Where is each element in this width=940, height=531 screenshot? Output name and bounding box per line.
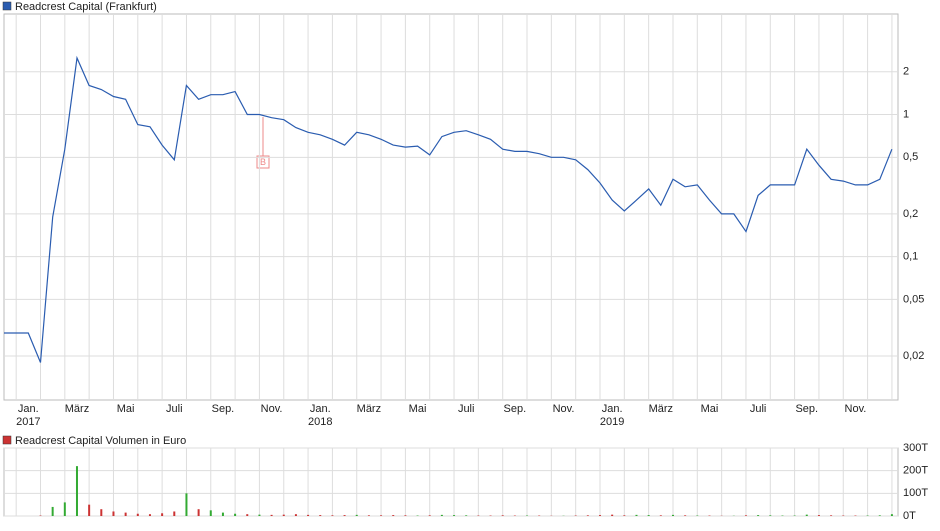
volume-bar <box>198 509 200 516</box>
y-tick-label: 0,5 <box>903 151 918 163</box>
volume-bar <box>112 511 114 516</box>
x-tick-label: Mai <box>701 403 719 415</box>
y-tick-label: 0,05 <box>903 293 924 305</box>
volume-bar <box>344 515 346 516</box>
y-tick-label: 200T <box>903 465 928 477</box>
x-tick-label: Sep. <box>504 403 527 415</box>
volume-bar <box>137 514 139 516</box>
legend-label: Readcrest Capital Volumen in Euro <box>15 435 186 447</box>
y-tick-label: 0T <box>903 510 916 522</box>
y-tick-label: 0,02 <box>903 350 924 362</box>
x-tick-label: Jan. <box>310 403 331 415</box>
x-tick-label: Jan. <box>18 403 39 415</box>
volume-bar <box>769 515 771 516</box>
x-tick-label: Nov. <box>845 403 867 415</box>
volume-bar <box>599 515 601 516</box>
x-tick-label: Nov. <box>553 403 575 415</box>
volume-bar <box>319 515 321 516</box>
y-tick-label: 300T <box>903 442 928 454</box>
volume-bar <box>88 505 90 516</box>
volume-bar <box>465 515 467 516</box>
volume-bar <box>648 515 650 516</box>
volume-bar <box>64 502 66 516</box>
x-year-label: 2018 <box>308 416 332 428</box>
volume-bar <box>356 515 358 516</box>
x-tick-label: Mai <box>117 403 135 415</box>
volume-bar <box>307 515 309 516</box>
volume-bar <box>879 515 881 516</box>
volume-bar <box>222 513 224 516</box>
x-tick-label: Sep. <box>212 403 235 415</box>
volume-bar <box>660 515 662 516</box>
volume-bar <box>611 515 613 516</box>
volume-bar <box>246 514 248 516</box>
volume-bar <box>745 515 747 516</box>
volume-bar <box>283 515 285 516</box>
volume-bar <box>623 515 625 516</box>
volume-bar <box>271 515 273 516</box>
volume-bar <box>295 514 297 516</box>
volume-bar <box>806 515 808 516</box>
price-line <box>4 58 892 363</box>
volume-bar <box>234 514 236 516</box>
x-year-label: 2017 <box>16 416 40 428</box>
x-tick-label: Nov. <box>261 403 283 415</box>
volume-bar <box>441 515 443 516</box>
volume-bar <box>404 515 406 516</box>
y-tick-label: 0,2 <box>903 208 918 220</box>
volume-bar <box>672 515 674 516</box>
x-tick-label: März <box>65 403 89 415</box>
x-tick-label: Juli <box>750 403 767 415</box>
volume-bar <box>368 515 370 516</box>
volume-bar <box>830 515 832 516</box>
volume-bar <box>100 509 102 516</box>
x-tick-label: März <box>357 403 381 415</box>
volume-bar <box>635 515 637 516</box>
volume-bar <box>818 515 820 516</box>
x-tick-label: Juli <box>166 403 183 415</box>
y-tick-label: 0,1 <box>903 251 918 263</box>
volume-bar <box>429 515 431 516</box>
volume-bar <box>149 514 151 516</box>
volume-bar <box>757 515 759 516</box>
volume-bar <box>392 515 394 516</box>
x-tick-label: Juli <box>458 403 475 415</box>
volume-bar <box>173 511 175 516</box>
volume-bar <box>684 515 686 516</box>
x-tick-label: Jan. <box>602 403 623 415</box>
volume-bar <box>210 510 212 516</box>
volume-bar <box>52 507 54 516</box>
y-tick-label: 2 <box>903 66 909 78</box>
volume-bar <box>331 515 333 516</box>
volume-bar <box>502 515 504 516</box>
volume-bar <box>453 515 455 516</box>
volume-bar <box>891 514 893 516</box>
x-tick-label: Mai <box>409 403 427 415</box>
legend-swatch <box>3 2 11 10</box>
y-tick-label: 100T <box>903 487 928 499</box>
volume-bar <box>161 513 163 516</box>
volume-bar <box>185 493 187 516</box>
legend-label: Readcrest Capital (Frankfurt) <box>15 1 157 13</box>
volume-bar <box>258 515 260 516</box>
x-tick-label: Sep. <box>795 403 818 415</box>
annotation: B <box>260 157 266 167</box>
y-tick-label: 1 <box>903 108 909 120</box>
x-year-label: 2019 <box>600 416 624 428</box>
volume-bar <box>587 515 589 516</box>
volume-bar <box>125 513 127 516</box>
volume-bar <box>76 466 78 516</box>
volume-bar <box>380 515 382 516</box>
x-tick-label: März <box>649 403 673 415</box>
legend-swatch <box>3 436 11 444</box>
